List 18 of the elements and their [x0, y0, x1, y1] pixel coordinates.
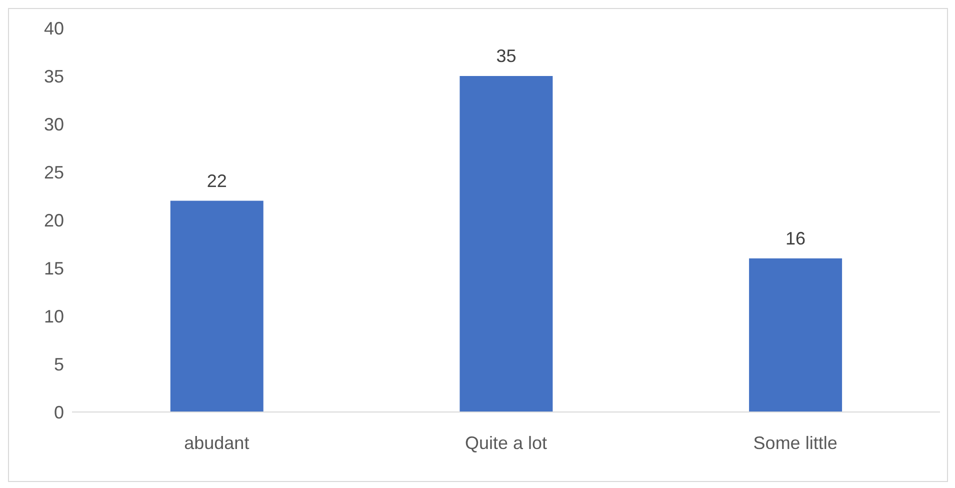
bar	[460, 76, 553, 412]
x-tick-label: Quite a lot	[464, 432, 548, 453]
y-tick-label: 20	[44, 210, 64, 230]
y-tick-label: 5	[54, 354, 64, 374]
bar	[749, 258, 842, 412]
x-tick-label: abudant	[184, 432, 250, 453]
data-label: 35	[496, 46, 516, 66]
y-tick-label: 25	[44, 162, 64, 182]
y-tick-label: 10	[44, 306, 64, 326]
y-tick-label: 30	[44, 114, 64, 134]
y-tick-label: 15	[44, 258, 64, 278]
y-tick-label: 35	[44, 66, 64, 86]
y-tick-label: 0	[54, 402, 64, 422]
y-tick-label: 40	[44, 18, 64, 38]
bar	[170, 200, 264, 412]
data-label: 16	[786, 228, 806, 248]
x-tick-label: Some little	[753, 432, 838, 453]
data-label: 22	[206, 170, 227, 191]
